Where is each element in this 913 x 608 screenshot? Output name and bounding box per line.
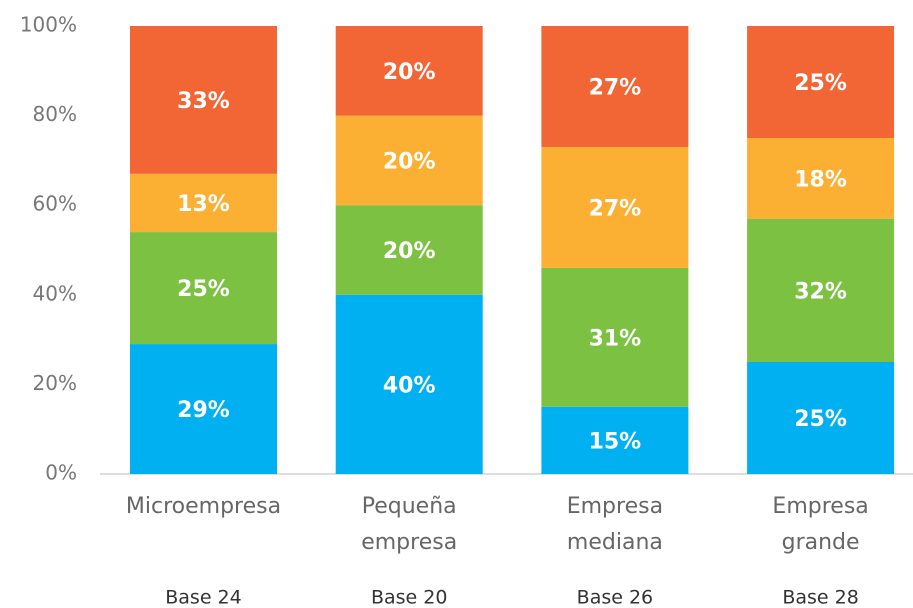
data-label: 25% — [794, 407, 847, 432]
data-label: 31% — [589, 326, 642, 351]
data-label: 29% — [177, 398, 230, 423]
x-tick-label: Pequeña empresa — [361, 494, 457, 555]
bar-segment — [130, 26, 277, 174]
annotation: Base 24 — [165, 587, 241, 608]
bar-segment — [541, 26, 689, 147]
data-label: 40% — [383, 373, 436, 398]
bar-segment — [541, 267, 689, 407]
y-tick-label: 40% — [33, 281, 77, 305]
x-tick-label: Empresa mediana — [567, 494, 663, 555]
bar-segment — [130, 232, 277, 345]
annotation: Base 20 — [371, 587, 447, 608]
data-label: 20% — [383, 239, 436, 264]
bar-segment — [335, 294, 483, 474]
bar-segment — [130, 344, 277, 474]
bar-segment — [335, 115, 483, 206]
data-label: 27% — [589, 196, 642, 221]
data-label: 20% — [383, 60, 436, 85]
data-label: 13% — [177, 192, 230, 217]
data-label: 25% — [794, 71, 847, 96]
y-tick-label: 80% — [33, 102, 77, 126]
data-label: 18% — [794, 167, 847, 192]
y-tick-label: 100% — [20, 13, 77, 37]
data-label: 25% — [177, 277, 230, 302]
annotation: Base 28 — [782, 587, 858, 608]
data-label: 27% — [589, 75, 642, 100]
bar-segment — [747, 26, 895, 138]
y-tick-label: 60% — [33, 192, 77, 216]
bar-segment — [335, 205, 483, 295]
data-label: 33% — [177, 89, 230, 114]
data-label: 15% — [589, 429, 642, 454]
bar-segment — [541, 406, 689, 474]
data-label: 32% — [794, 279, 847, 304]
bar-segment — [747, 218, 895, 362]
bar-segment — [335, 26, 483, 116]
bar-segment — [130, 173, 277, 233]
y-tick-label: 0% — [45, 461, 77, 485]
bar-segment — [747, 138, 895, 219]
x-tick-label: Microempresa — [126, 494, 281, 519]
annotation: Base 26 — [577, 587, 653, 608]
bar-segment — [541, 146, 689, 268]
data-label: 20% — [383, 149, 436, 174]
y-tick-label: 20% — [33, 371, 77, 395]
x-tick-label: Empresa grande — [772, 494, 868, 555]
bar-segment — [747, 362, 895, 474]
